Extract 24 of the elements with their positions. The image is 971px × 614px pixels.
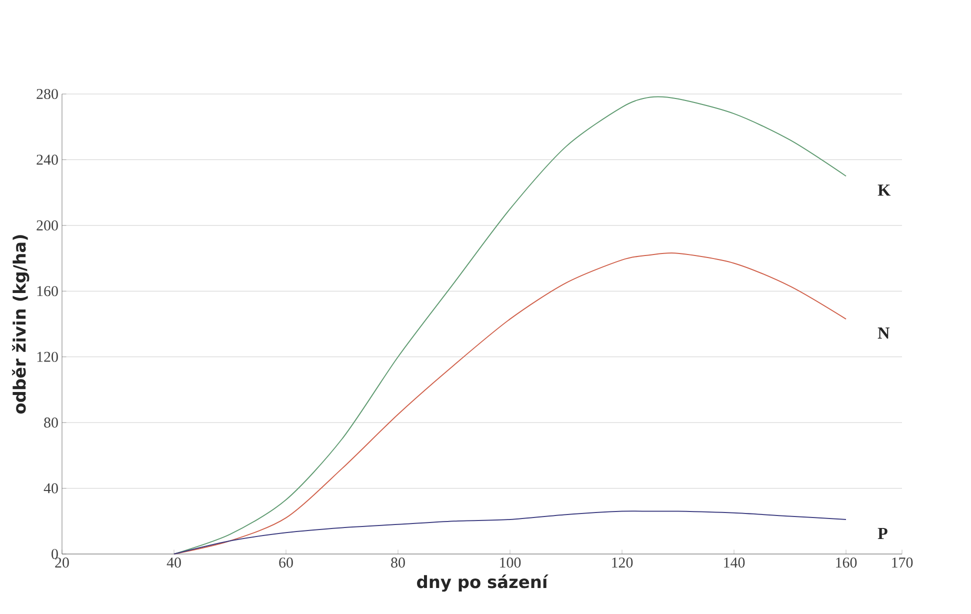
y-axis-title: odběr živin (kg/ha)	[12, 235, 30, 414]
series-label: N	[878, 328, 890, 339]
x-tick-label: 60	[279, 558, 293, 568]
y-tick-label: 80	[44, 418, 58, 428]
x-tick-label: 20	[55, 558, 69, 568]
y-tick-label: 40	[44, 483, 58, 494]
series-label: P	[878, 528, 888, 540]
x-tick-label: 40	[166, 558, 181, 568]
y-tick-label: 0	[52, 548, 58, 560]
series-label: K	[878, 184, 891, 196]
line-series	[174, 96, 847, 554]
x-tick-label: 140	[724, 558, 745, 568]
x-tick-label: 170	[892, 558, 913, 568]
x-tick-label: 100	[500, 558, 521, 568]
x-tick-label: 120	[612, 558, 633, 568]
x-tick-label: 80	[391, 558, 405, 568]
y-tick-label: 280	[36, 88, 58, 100]
y-tick-label: 120	[37, 352, 58, 362]
y-tick-label: 200	[36, 220, 58, 230]
x-tick-label: 160	[836, 558, 857, 568]
x-axis-title: dny po sázení	[417, 574, 548, 592]
line-series	[174, 510, 847, 554]
y-tick-label: 240	[36, 154, 58, 165]
y-tick-label: 160	[37, 286, 58, 296]
